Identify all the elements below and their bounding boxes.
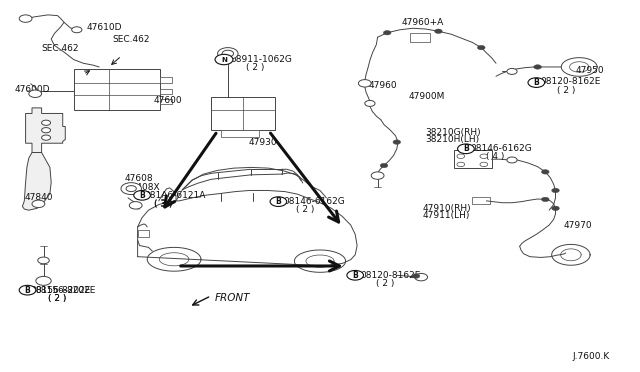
Bar (138, 230, 149, 237)
Circle shape (458, 144, 474, 154)
Text: B: B (353, 271, 358, 280)
Circle shape (541, 170, 549, 174)
Text: 47970: 47970 (563, 221, 592, 230)
Text: 47910(RH): 47910(RH) (422, 204, 471, 213)
Bar (410, 33, 430, 42)
Circle shape (36, 276, 51, 285)
Text: 47608: 47608 (125, 174, 154, 183)
Circle shape (457, 162, 465, 167)
Circle shape (371, 172, 384, 179)
Text: 38210G(RH): 38210G(RH) (426, 128, 481, 137)
Text: 08911-1062G: 08911-1062G (230, 55, 292, 64)
Circle shape (222, 50, 234, 57)
Text: 47840: 47840 (24, 193, 53, 202)
Bar (211, 97, 275, 130)
Circle shape (480, 154, 488, 158)
Text: 47960: 47960 (369, 81, 397, 90)
Circle shape (129, 202, 142, 209)
Circle shape (435, 29, 442, 33)
Text: 47950: 47950 (576, 66, 605, 75)
Text: ( 2 ): ( 2 ) (557, 86, 575, 94)
Text: 52408X: 52408X (125, 183, 159, 192)
Text: 38210H(LH): 38210H(LH) (426, 135, 480, 144)
Circle shape (347, 270, 364, 280)
Text: 08156-8202E: 08156-8202E (31, 286, 91, 295)
Text: B: B (463, 144, 468, 153)
Bar (74, 69, 160, 110)
Circle shape (552, 188, 559, 193)
Circle shape (42, 120, 51, 125)
Circle shape (42, 128, 51, 133)
Circle shape (380, 163, 388, 168)
Text: 08156-8202E: 08156-8202E (35, 286, 95, 295)
Circle shape (42, 135, 51, 140)
Bar (160, 77, 172, 83)
Circle shape (528, 78, 545, 87)
Circle shape (383, 31, 391, 35)
Circle shape (134, 190, 150, 200)
Polygon shape (26, 108, 65, 153)
Text: 081A6-6121A: 081A6-6121A (145, 191, 206, 200)
Circle shape (19, 285, 36, 295)
Circle shape (270, 197, 287, 206)
Circle shape (121, 183, 141, 195)
Text: B: B (140, 191, 145, 200)
Text: ( 2 ): ( 2 ) (246, 63, 265, 72)
Circle shape (457, 154, 465, 158)
Text: 08146-6162G: 08146-6162G (284, 197, 345, 206)
Text: 47600: 47600 (154, 96, 182, 105)
Circle shape (541, 197, 549, 202)
Bar (160, 99, 172, 104)
Text: ( 2 ): ( 2 ) (48, 294, 67, 303)
Text: SEC.462: SEC.462 (112, 35, 150, 44)
Text: B: B (25, 286, 30, 295)
Circle shape (507, 157, 517, 163)
Circle shape (507, 68, 517, 74)
Circle shape (72, 27, 82, 33)
Text: 47600D: 47600D (14, 85, 49, 94)
Text: J.7600.K: J.7600.K (573, 352, 610, 361)
Text: 47610D: 47610D (86, 23, 122, 32)
Bar (160, 89, 172, 94)
Text: 47911(LH): 47911(LH) (422, 211, 470, 220)
Circle shape (215, 54, 233, 65)
Text: 08146-6162G: 08146-6162G (470, 144, 532, 153)
Text: 08120-8162E: 08120-8162E (541, 77, 601, 86)
Circle shape (480, 162, 488, 167)
Text: 47900M: 47900M (408, 92, 445, 101)
Text: ( 2 ): ( 2 ) (376, 279, 395, 288)
Circle shape (552, 206, 559, 211)
Circle shape (126, 186, 136, 192)
Polygon shape (22, 153, 51, 210)
Circle shape (534, 65, 541, 69)
Text: B: B (534, 78, 539, 87)
Circle shape (38, 257, 49, 264)
Text: 47930: 47930 (248, 138, 277, 147)
Text: 08120-8162E: 08120-8162E (360, 271, 420, 280)
Text: ( 3 ): ( 3 ) (154, 200, 172, 209)
Circle shape (218, 48, 238, 60)
Circle shape (358, 80, 371, 87)
Text: ( 2 ): ( 2 ) (48, 294, 67, 303)
Circle shape (19, 15, 32, 22)
Text: B: B (276, 197, 281, 206)
Text: ( 2 ): ( 2 ) (296, 205, 315, 214)
Bar (221, 130, 259, 137)
Circle shape (29, 90, 42, 97)
Text: SEC.462: SEC.462 (42, 44, 79, 53)
Circle shape (393, 140, 401, 144)
Text: FRONT: FRONT (214, 293, 250, 302)
Circle shape (477, 45, 485, 50)
Text: ( 3 ): ( 3 ) (154, 199, 172, 208)
Text: N: N (221, 57, 227, 62)
Bar (454, 150, 492, 168)
Circle shape (365, 100, 375, 106)
Circle shape (415, 273, 428, 281)
Bar (472, 197, 490, 204)
Text: ( 4 ): ( 4 ) (486, 153, 505, 161)
Text: 47960+A: 47960+A (401, 18, 444, 27)
Circle shape (412, 274, 420, 278)
Circle shape (32, 200, 45, 208)
